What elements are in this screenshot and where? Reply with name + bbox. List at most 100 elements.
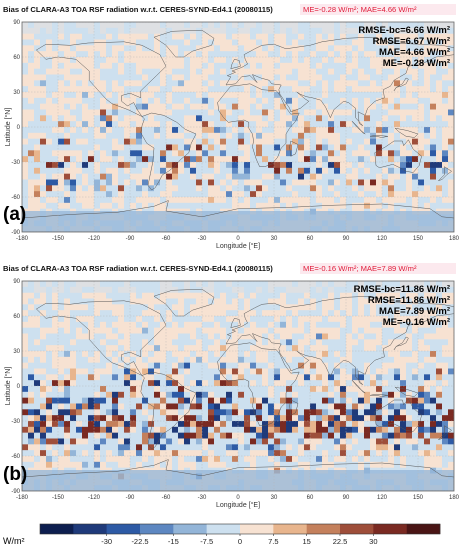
bias-cell [268, 51, 275, 58]
bias-cell [22, 92, 29, 99]
bias-cell [88, 74, 95, 81]
bias-cell [280, 380, 287, 387]
bias-cell [118, 45, 125, 52]
bias-cell [250, 461, 257, 468]
bias-cell [316, 132, 323, 139]
bias-cell [160, 292, 167, 299]
bias-cell [346, 86, 353, 93]
bias-cell [310, 298, 317, 305]
bias-cell [70, 167, 77, 174]
bias-cell [352, 167, 359, 174]
bias-cell [370, 156, 377, 163]
bias-cell [166, 62, 173, 69]
bias-cell [34, 444, 41, 451]
bias-cell [250, 115, 257, 122]
bias-cell [40, 409, 47, 416]
bias-cell [322, 68, 329, 75]
bias-cell [382, 167, 389, 174]
bias-cell [172, 127, 179, 134]
bias-cell [226, 345, 233, 352]
bias-cell [112, 92, 119, 99]
bias-cell [202, 144, 209, 151]
bias-cell [70, 304, 77, 311]
bias-cell [304, 327, 311, 334]
bias-cell [166, 80, 173, 87]
bias-cell [268, 45, 275, 52]
bias-cell [232, 51, 239, 58]
bias-cell [238, 292, 245, 299]
bias-cell [52, 74, 59, 81]
bias-cell [250, 438, 257, 445]
bias-cell [346, 327, 353, 334]
bias-cell [40, 185, 47, 192]
bias-cell [196, 415, 203, 422]
bias-cell [40, 127, 47, 134]
bias-cell [166, 316, 173, 323]
bias-cell [82, 298, 89, 305]
bias-cell [232, 202, 239, 209]
bias-cell [340, 156, 347, 163]
bias-cell [46, 316, 53, 323]
bias-cell [190, 132, 197, 139]
bias-cell [268, 415, 275, 422]
bias-cell [358, 426, 365, 433]
bias-cell [442, 156, 449, 163]
bias-cell [424, 421, 431, 428]
bias-cell [88, 456, 95, 463]
bias-cell [40, 97, 47, 104]
bias-cell [64, 415, 71, 422]
bias-cell [154, 97, 161, 104]
bias-cell [58, 68, 65, 75]
bias-cell [328, 150, 335, 157]
bias-cell [34, 426, 41, 433]
bias-cell [202, 397, 209, 404]
bias-cell [118, 450, 125, 457]
bias-cell [82, 39, 89, 46]
bias-cell [286, 444, 293, 451]
bias-cell [172, 298, 179, 305]
bias-cell [46, 456, 53, 463]
bias-cell [418, 380, 425, 387]
bias-cell [286, 68, 293, 75]
bias-cell [352, 345, 359, 352]
bias-cell [286, 438, 293, 445]
bias-cell [238, 115, 245, 122]
bias-cell [196, 86, 203, 93]
bias-cell [298, 292, 305, 299]
bias-cell [202, 138, 209, 145]
bias-cell [214, 92, 221, 99]
bias-cell [232, 292, 239, 299]
bias-cell [166, 456, 173, 463]
bias-cell [262, 86, 269, 93]
bias-cell [88, 386, 95, 393]
bias-cell [172, 432, 179, 439]
bias-cell [58, 345, 65, 352]
bias-cell [106, 397, 113, 404]
bias-cell [364, 403, 371, 410]
bias-cell [28, 156, 35, 163]
bias-cell [328, 197, 335, 204]
bias-cell [136, 409, 143, 416]
bias-cell [124, 333, 131, 340]
bias-cell [424, 74, 431, 81]
bias-cell [358, 321, 365, 328]
bias-cell [274, 450, 281, 457]
bias-cell [250, 45, 257, 52]
bias-cell [154, 438, 161, 445]
bias-cell [76, 74, 83, 81]
bias-cell [166, 450, 173, 457]
bias-cell [262, 450, 269, 457]
bias-cell [226, 374, 233, 381]
bias-cell [166, 45, 173, 52]
bias-cell [202, 173, 209, 180]
bias-cell [130, 432, 137, 439]
bias-cell [190, 150, 197, 157]
bias-cell [448, 92, 454, 99]
bias-cell [220, 362, 227, 369]
bias-cell [178, 86, 185, 93]
bias-cell [274, 403, 281, 410]
bias-cell [328, 162, 335, 169]
bias-cell [106, 456, 113, 463]
bias-cell [184, 173, 191, 180]
bias-cell [364, 426, 371, 433]
